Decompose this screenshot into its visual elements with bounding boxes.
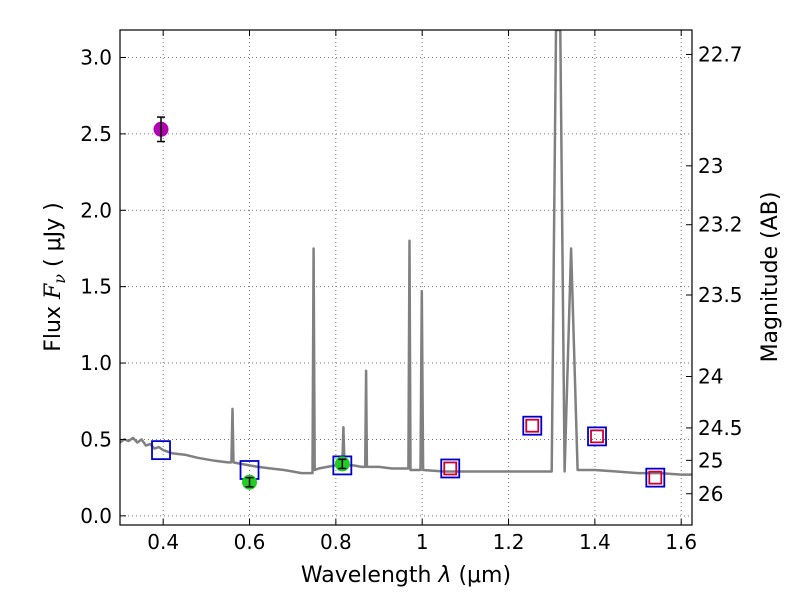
y-tick-label: 3.0 xyxy=(80,46,112,70)
series-open-square xyxy=(151,415,666,488)
mag-tick-label: 24 xyxy=(698,364,723,388)
upper-limit-marker xyxy=(648,470,663,485)
y-tick-label: 1.5 xyxy=(80,275,112,299)
spectrum-line xyxy=(120,30,692,476)
x-tick-label: 1.6 xyxy=(665,530,697,554)
upper-limit-marker xyxy=(590,429,604,444)
y-tick-label: 2.5 xyxy=(80,122,112,146)
series-point-errorbar xyxy=(153,116,169,143)
x-axis-title: Wavelength λ (μm) xyxy=(301,563,511,588)
ticks: 0.4 0.6 0.8 1 1.2 1.4 1.6 0.0 0.5 1.0 1.5 2.0 2.5 3.0… xyxy=(80,30,743,554)
x-tick-label: 1.2 xyxy=(493,530,525,554)
y-axis-title: Flux Fν ( μJy ) xyxy=(41,202,69,351)
y-tick-label: 2.0 xyxy=(80,198,112,222)
x-tick-label: 0.8 xyxy=(320,530,352,554)
upper-limit-marker xyxy=(443,461,458,476)
series-point-errorbar xyxy=(242,456,350,490)
model-photometry-marker xyxy=(440,458,461,479)
plot-frame xyxy=(119,29,693,526)
x-tick-label: 0.6 xyxy=(234,530,266,554)
grid xyxy=(120,30,692,525)
y-tick-label: 1.0 xyxy=(80,351,112,375)
y-tick-label: 0.0 xyxy=(80,504,112,528)
model-photometry-marker xyxy=(151,440,171,461)
mag-tick-label: 22.7 xyxy=(698,42,743,66)
series-open-square xyxy=(443,418,663,485)
mag-tick-label: 23 xyxy=(698,154,723,178)
x-tick-label: 1.4 xyxy=(579,530,611,554)
series-layer xyxy=(120,30,692,490)
y-tick-label: 0.5 xyxy=(80,427,112,451)
mag-tick-label: 26 xyxy=(698,482,723,506)
x-tick-label: 0.4 xyxy=(147,530,179,554)
upper-limit-marker xyxy=(525,418,540,433)
model-photometry-marker xyxy=(522,415,543,436)
mag-tick-label: 25 xyxy=(698,448,723,472)
y2-axis-title: Magnitude (AB) xyxy=(758,192,783,363)
model-photometry-marker xyxy=(645,467,666,488)
series-line xyxy=(120,30,692,476)
mag-tick-label: 23.5 xyxy=(698,283,743,307)
mag-tick-label: 23.2 xyxy=(698,213,743,237)
mag-tick-label: 24.5 xyxy=(698,416,743,440)
x-tick-label: 1 xyxy=(416,530,429,554)
model-photometry-marker xyxy=(587,426,607,447)
